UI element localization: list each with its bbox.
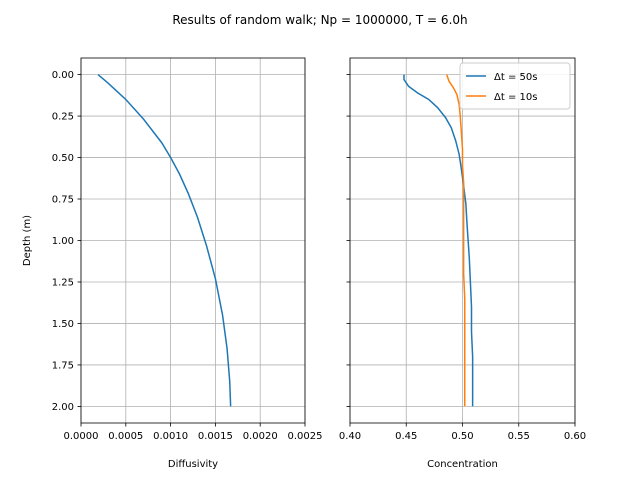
diffusivity-panel: 0.0000 0.0005 0.0010 0.0015 0.0020 0.0025 0.00… (22, 57, 323, 470)
y-tick-label: 1.25 (52, 277, 74, 288)
y-tick-label: 0.25 (52, 112, 74, 123)
x-tick-label: 0.0005 (108, 431, 143, 442)
y-tick-label: 0.75 (52, 195, 74, 206)
concentration-panel: 0.40 0.45 0.50 0.55 0.60 Concentration Δt = 50… (339, 57, 586, 470)
figure-title: Results of random walk; Np = 1000000, T … (172, 13, 467, 27)
x-tick-label: 0.60 (564, 431, 586, 442)
y-tick-label: 1.00 (52, 236, 74, 247)
x-tick-label: 0.0020 (243, 431, 278, 442)
legend-frame (459, 62, 571, 110)
legend: Δt = 50s Δt = 10s (459, 62, 571, 110)
diffusivity-line (97, 74, 232, 407)
x-tick-label: 0.50 (451, 431, 473, 442)
concentration-line-dt10 (446, 74, 466, 407)
x-tick-label: 0.45 (395, 431, 417, 442)
concentration-line-dt50 (403, 74, 474, 407)
legend-label: Δt = 10s (494, 92, 537, 103)
x-tick-label: 0.0015 (198, 431, 233, 442)
x-tick-label: 0.0025 (288, 431, 323, 442)
y-tick-label: 1.75 (52, 360, 74, 371)
x-tick-label: 0.0010 (153, 431, 188, 442)
x-tick-label: 0.55 (508, 431, 530, 442)
x-axis-label: Diffusivity (168, 459, 218, 470)
y-tick-label: 1.50 (52, 319, 74, 330)
y-tick-label: 2.00 (52, 402, 74, 413)
legend-label: Δt = 50s (494, 72, 537, 83)
y-tick-label: 0.50 (52, 153, 74, 164)
x-tick-label: 0.40 (339, 431, 361, 442)
y-axis-label: Depth (m) (22, 215, 33, 266)
x-axis-label: Concentration (427, 459, 498, 470)
x-tick-label: 0.0000 (64, 431, 99, 442)
y-tick-label: 0.00 (52, 70, 74, 81)
